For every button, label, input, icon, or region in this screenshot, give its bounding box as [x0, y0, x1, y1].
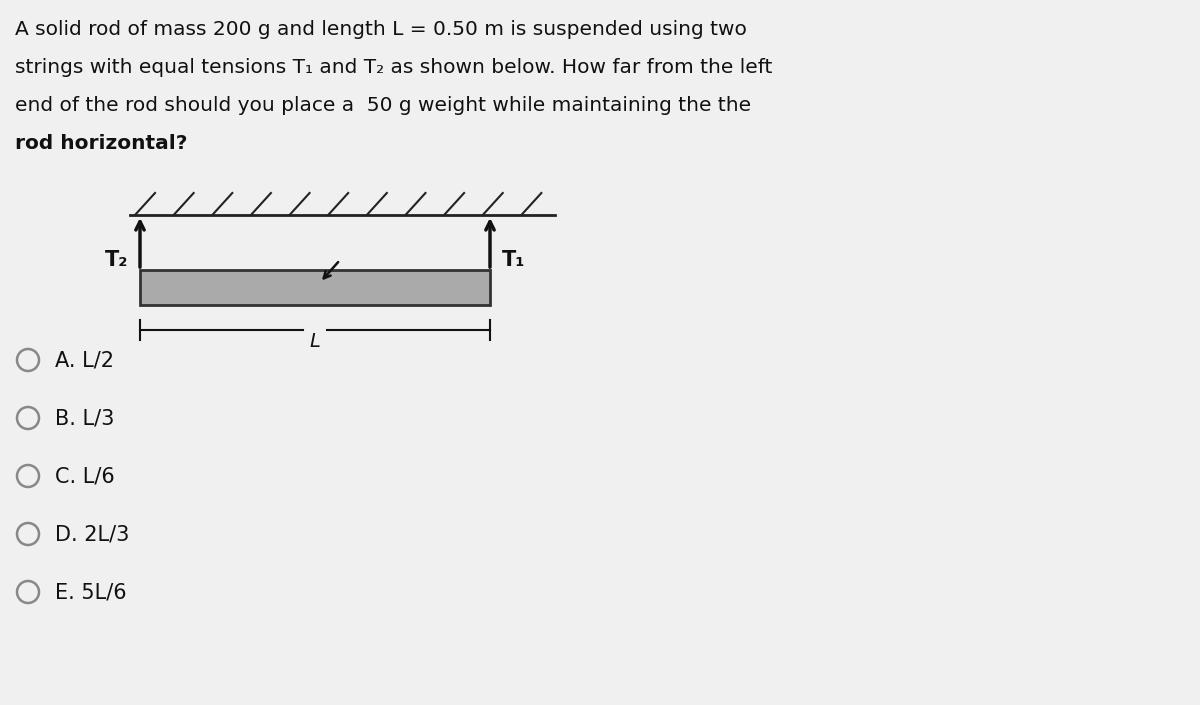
Text: T₂: T₂	[104, 250, 128, 270]
Text: A. L/2: A. L/2	[55, 350, 114, 370]
Text: A solid rod of mass 200 g and length L = 0.50 m is suspended using two: A solid rod of mass 200 g and length L =…	[14, 20, 746, 39]
Bar	[140, 270, 490, 305]
Text: T₁: T₁	[502, 250, 526, 270]
Text: E. 5L/6: E. 5L/6	[55, 582, 127, 602]
Text: D. 2L/3: D. 2L/3	[55, 524, 130, 544]
Text: end of the rod should you place a  50 g weight while maintaining the the: end of the rod should you place a 50 g w…	[14, 96, 751, 115]
Text: rod horizontal?: rod horizontal?	[14, 134, 187, 153]
Text: strings with equal tensions T₁ and T₂ as shown below. How far from the left: strings with equal tensions T₁ and T₂ as…	[14, 58, 773, 77]
Text: L: L	[310, 332, 320, 351]
Text: B. L/3: B. L/3	[55, 408, 114, 428]
Text: C. L/6: C. L/6	[55, 466, 115, 486]
